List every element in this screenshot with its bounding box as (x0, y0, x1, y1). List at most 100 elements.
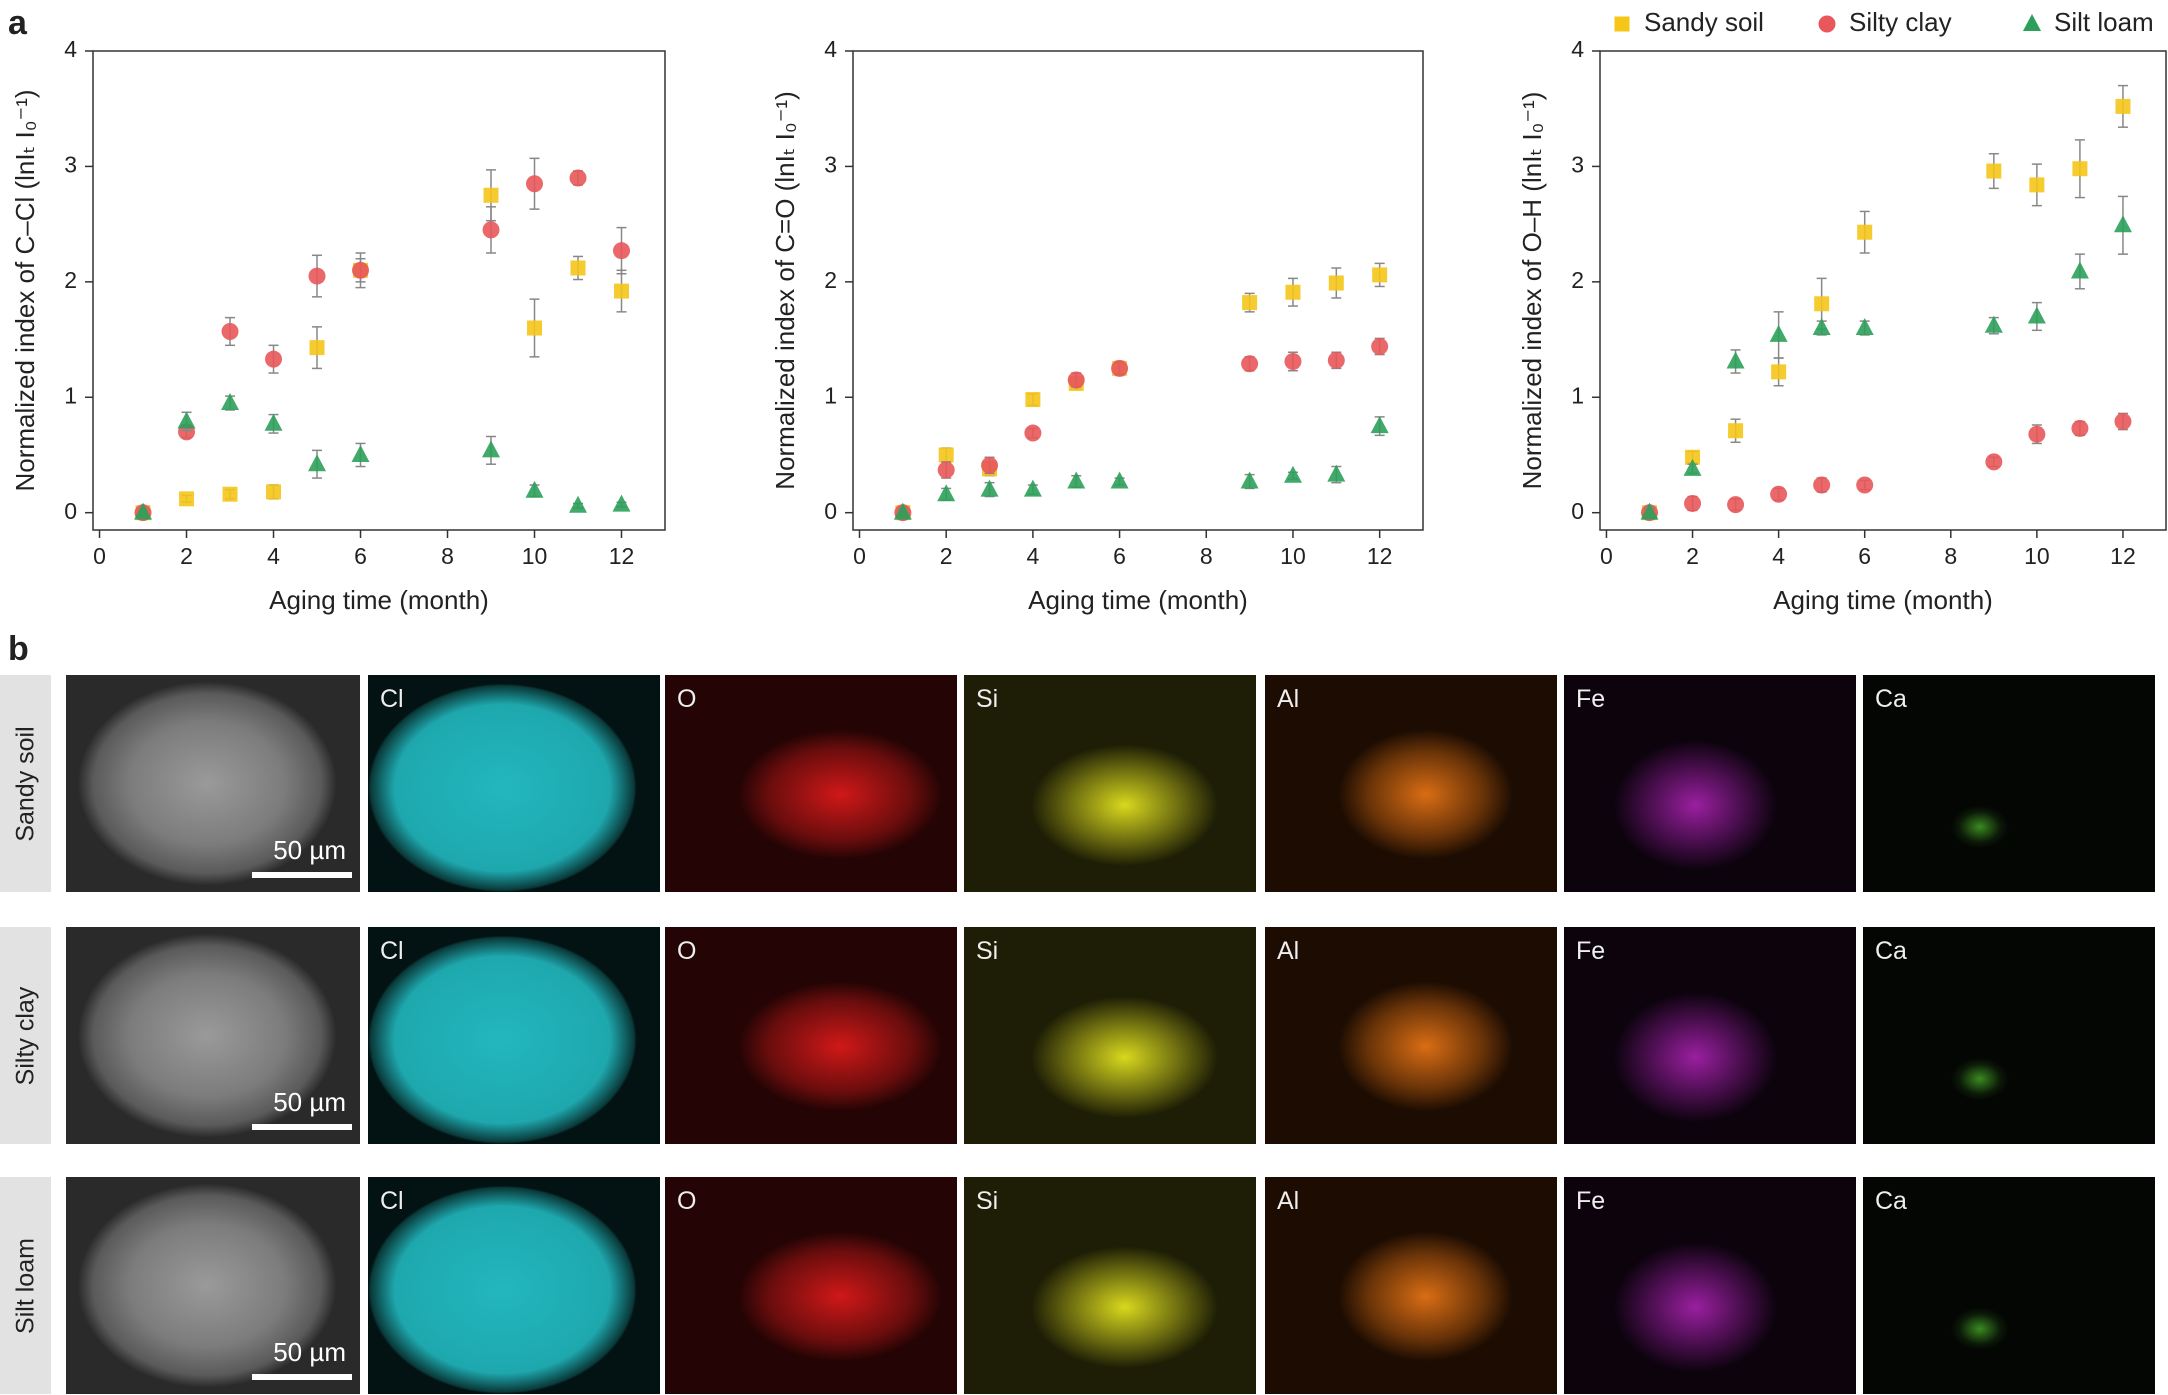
marker (2114, 413, 2132, 431)
x-tick-label: 8 (1200, 543, 1213, 569)
marker (1067, 371, 1085, 389)
scale-bar-label: 50 µm (273, 835, 346, 865)
marker (2070, 261, 2089, 279)
element-label: Cl (380, 1187, 404, 1215)
marker (1327, 351, 1345, 369)
marker (1683, 458, 1702, 476)
y-axis-label: Normalized index of C=O (lnIₜ I₀⁻¹) (770, 91, 800, 489)
y-tick-label: 1 (64, 382, 77, 408)
x-tick-label: 12 (2110, 543, 2136, 569)
element-map: Ca (1863, 927, 2155, 1144)
x-tick-label: 6 (1113, 543, 1126, 569)
element-map: Al (1265, 927, 1557, 1144)
x-tick-label: 10 (1280, 543, 1306, 569)
x-tick-label: 0 (1600, 543, 1613, 569)
sem-image: 50 µm (66, 675, 360, 892)
marker (1025, 392, 1041, 408)
marker (179, 491, 195, 507)
marker (266, 484, 282, 500)
marker (1855, 318, 1874, 336)
row-label-box: Silty clay (0, 927, 51, 1144)
x-tick-label: 12 (609, 543, 635, 569)
marker (1372, 267, 1388, 283)
element-label: O (677, 685, 697, 713)
marker (980, 479, 999, 497)
marker (1727, 496, 1745, 514)
marker (1684, 494, 1702, 512)
element-map: O (665, 927, 957, 1144)
x-tick-label: 6 (1858, 543, 1871, 569)
element-map: Fe (1564, 1177, 1856, 1394)
marker (1813, 476, 1831, 494)
legend-marker (1614, 16, 1630, 32)
x-tick-label: 8 (441, 543, 454, 569)
marker (1240, 471, 1259, 489)
element-map: Fe (1564, 927, 1856, 1144)
legend-label: Silty clay (1849, 7, 1952, 37)
sem-image: 50 µm (66, 927, 360, 1144)
marker (1328, 275, 1344, 291)
y-tick-label: 2 (824, 267, 837, 293)
element-label: O (677, 937, 697, 965)
element-map: Ca (1863, 1177, 2155, 1394)
row-label: Silt loam (11, 1237, 39, 1334)
element-label: Cl (380, 685, 404, 713)
marker (1024, 424, 1042, 442)
marker (1285, 284, 1301, 300)
marker (1111, 359, 1129, 377)
element-label: Al (1277, 685, 1300, 713)
y-tick-label: 4 (1571, 36, 1584, 62)
marker (569, 495, 588, 513)
plot-frame (1599, 50, 2167, 531)
marker (569, 169, 587, 187)
marker (1067, 471, 1086, 489)
marker (2072, 161, 2088, 177)
marker (308, 454, 327, 472)
marker (1327, 464, 1346, 482)
y-tick-label: 1 (824, 382, 837, 408)
marker (351, 444, 370, 462)
y-tick-label: 0 (64, 498, 77, 524)
x-axis-label: Aging time (month) (1773, 585, 1993, 615)
scale-bar (252, 1124, 352, 1130)
legend-label: Sandy soil (1644, 7, 1764, 37)
element-label: Fe (1576, 685, 1606, 713)
element-map: O (665, 1177, 957, 1394)
marker (2029, 177, 2045, 193)
element-label: Fe (1576, 937, 1606, 965)
x-tick-label: 10 (522, 543, 548, 569)
marker (1856, 476, 1874, 494)
marker (483, 187, 499, 203)
marker (308, 267, 326, 285)
x-tick-label: 0 (853, 543, 866, 569)
marker (2113, 215, 2132, 233)
marker (981, 456, 999, 474)
element-map: Cl (368, 675, 660, 892)
element-label: Ca (1875, 685, 1907, 713)
marker (1984, 315, 2003, 333)
marker (1371, 337, 1389, 355)
plot-frame (852, 50, 1424, 531)
element-map: Cl (368, 1177, 660, 1394)
x-tick-label: 12 (1367, 543, 1393, 569)
marker (1241, 355, 1259, 373)
marker (134, 502, 153, 520)
element-label: Si (976, 685, 999, 713)
x-axis-label: Aging time (month) (269, 585, 489, 615)
marker (1985, 453, 2003, 471)
marker (352, 261, 370, 279)
marker (613, 242, 631, 260)
sem-image: 50 µm (66, 1177, 360, 1394)
element-map: Cl (368, 927, 660, 1144)
y-tick-label: 1 (1571, 382, 1584, 408)
marker (309, 340, 325, 356)
marker (1242, 295, 1258, 311)
x-tick-label: 6 (354, 543, 367, 569)
marker (1283, 465, 1302, 483)
marker (265, 350, 283, 368)
legend-marker (2023, 14, 2041, 31)
marker (1685, 449, 1701, 465)
x-tick-label: 4 (1026, 543, 1039, 569)
y-tick-label: 2 (64, 267, 77, 293)
marker (1640, 502, 1659, 520)
